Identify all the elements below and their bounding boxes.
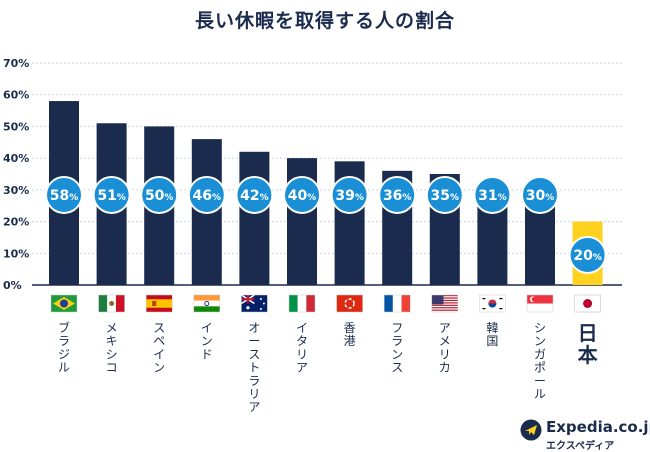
data-label: 46% xyxy=(187,176,226,214)
data-label-text: 30% xyxy=(526,188,555,204)
data-label: 40% xyxy=(283,176,321,214)
flag-border xyxy=(241,294,268,313)
india-flag-icon xyxy=(193,294,221,313)
data-label-bubble xyxy=(235,176,274,214)
data-label-bubble xyxy=(378,176,417,214)
flag-border xyxy=(98,294,125,313)
flag-border xyxy=(336,294,363,313)
data-label: 36% xyxy=(378,176,417,214)
data-label-text: 35% xyxy=(431,188,460,204)
y-tick-label: 20% xyxy=(3,216,29,229)
data-label-text: 20% xyxy=(573,248,602,264)
data-label-text: 40% xyxy=(288,188,317,204)
y-tick-label: 0% xyxy=(3,279,22,292)
brand-subtitle: エクスペディア xyxy=(546,441,615,452)
y-tick-label: 60% xyxy=(3,89,29,102)
data-label-bubble xyxy=(187,176,226,214)
mexico-flag-icon xyxy=(98,294,125,313)
y-tick-label: 40% xyxy=(3,152,29,165)
x-tick-label: ブラジル xyxy=(58,320,70,375)
data-label: 51% xyxy=(92,176,131,214)
data-label-text: 46% xyxy=(193,188,222,204)
x-tick-label: インド xyxy=(201,321,213,361)
data-label: 20% xyxy=(568,236,607,274)
data-label-bubble xyxy=(425,176,464,214)
data-labels: 58% 51% 50% 46% 42% 40% 39% 36% 35% 31% 30% 20% xyxy=(45,176,607,274)
data-label: 30% xyxy=(521,176,559,214)
data-label-text: 31% xyxy=(478,188,507,204)
x-tick-label: フランス xyxy=(391,321,403,375)
y-axis: 0% 10% 20% 30% 40% 50% 60% 70% xyxy=(3,57,29,292)
data-label-bubble xyxy=(568,236,607,274)
x-tick-label: 日本 xyxy=(578,321,598,367)
x-tick-label: アメリカ xyxy=(439,321,451,375)
data-label-bubble xyxy=(92,176,131,214)
flag-border xyxy=(574,294,601,313)
y-tick-label: 70% xyxy=(3,57,29,70)
data-label-bubble xyxy=(140,176,179,214)
data-label-text: 51% xyxy=(97,188,126,204)
x-tick-label: シンガポール xyxy=(534,321,546,401)
france-flag-icon xyxy=(383,294,411,313)
japan-flag-icon xyxy=(574,294,601,313)
flag-border xyxy=(193,294,221,313)
x-axis-labels: ブラジル メキシコ スペイン インド オーストラリア イタリア 香港 フランス アメリカ 韓国 シン… xyxy=(58,320,598,414)
plane-logo-icon xyxy=(520,419,542,441)
hongkong-flag-icon xyxy=(336,294,363,313)
grid-lines xyxy=(32,62,622,286)
data-label-bubble xyxy=(45,176,83,214)
flags xyxy=(50,294,601,313)
data-label-bubble xyxy=(473,176,512,214)
data-label: 39% xyxy=(330,176,369,214)
australia-flag-icon xyxy=(240,294,268,313)
usa-flag-icon xyxy=(431,294,459,313)
flag-border xyxy=(479,294,506,313)
x-tick-label: スペイン xyxy=(153,321,165,375)
data-label-text: 42% xyxy=(240,188,269,204)
singapore-flag-icon xyxy=(526,294,554,313)
bar xyxy=(239,151,270,285)
x-tick-label: 香港 xyxy=(344,321,356,348)
x-tick-label: オーストラリア xyxy=(248,321,260,414)
data-label-bubble xyxy=(521,176,559,214)
brazil-flag-icon xyxy=(50,294,78,313)
flag-border xyxy=(288,294,316,313)
y-tick-label: 10% xyxy=(3,247,29,260)
expedia-logo[interactable]: Expedia.co.jp エクスペディア xyxy=(520,418,650,452)
x-tick-label: 韓国 xyxy=(486,321,498,348)
data-label-bubble xyxy=(330,176,369,214)
data-label-text: 39% xyxy=(335,188,364,204)
x-tick-label: イタリア xyxy=(296,321,308,375)
flag-border xyxy=(383,294,411,313)
data-label: 31% xyxy=(473,176,512,214)
bars xyxy=(49,101,603,285)
data-label: 50% xyxy=(140,176,179,214)
data-label-text: 58% xyxy=(50,188,79,204)
flag-border xyxy=(145,294,173,313)
spain-flag-icon xyxy=(145,294,173,313)
flag-border xyxy=(431,294,459,313)
y-tick-label: 30% xyxy=(3,184,29,197)
data-label-bubble xyxy=(283,176,321,214)
y-tick-label: 50% xyxy=(3,120,29,133)
data-label-text: 36% xyxy=(383,188,412,204)
brand-name: Expedia.co.jp xyxy=(546,418,650,436)
data-label: 35% xyxy=(425,176,464,214)
chart-title: 長い休暇を取得する人の割合 xyxy=(194,10,455,32)
korea-flag-icon xyxy=(479,294,506,313)
italy-flag-icon xyxy=(288,294,316,313)
flag-border xyxy=(526,294,554,313)
x-tick-label: メキシコ xyxy=(106,321,118,375)
data-label: 42% xyxy=(235,176,274,214)
data-label-text: 50% xyxy=(145,188,174,204)
flag-border xyxy=(50,294,78,313)
data-label: 58% xyxy=(45,176,83,214)
